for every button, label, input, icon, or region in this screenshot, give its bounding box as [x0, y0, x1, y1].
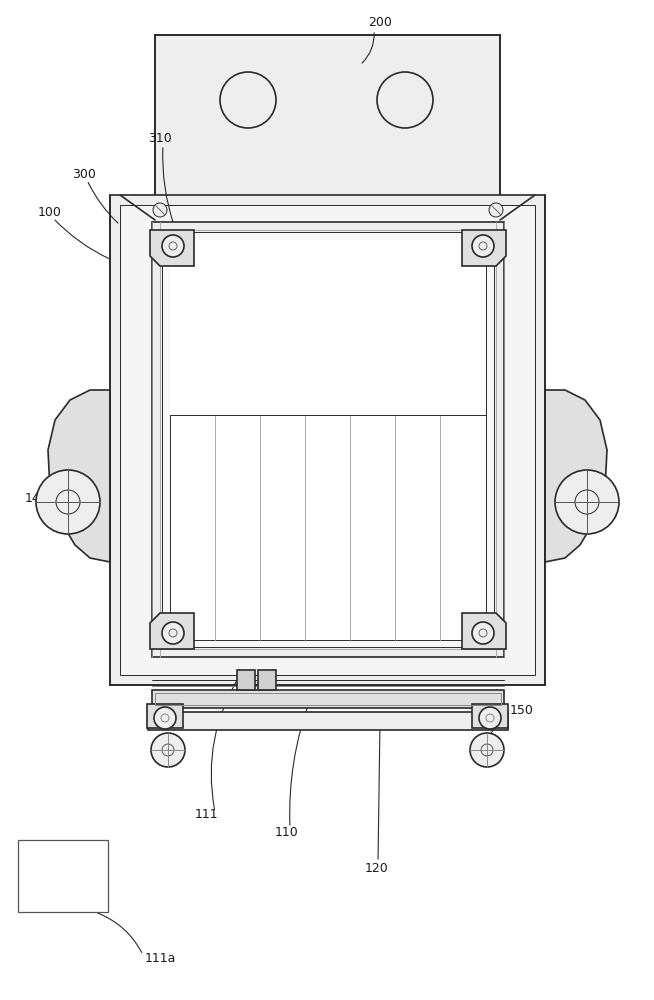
- Circle shape: [220, 72, 276, 128]
- Polygon shape: [48, 390, 110, 562]
- Text: 200: 200: [368, 15, 392, 28]
- Text: 140: 140: [25, 491, 49, 504]
- Text: 111: 111: [195, 808, 218, 822]
- Bar: [258, 670, 276, 690]
- Text: 110: 110: [275, 826, 299, 838]
- Circle shape: [479, 707, 501, 729]
- Text: 120: 120: [365, 861, 388, 874]
- Bar: [155, 693, 501, 705]
- Bar: [237, 670, 255, 690]
- Text: 310: 310: [148, 131, 172, 144]
- Bar: [170, 240, 486, 415]
- Text: 311: 311: [310, 334, 334, 347]
- Bar: [18, 840, 108, 912]
- Text: 150: 150: [510, 704, 534, 716]
- Bar: [472, 704, 508, 728]
- Bar: [152, 690, 504, 708]
- Bar: [152, 222, 504, 657]
- Circle shape: [377, 72, 433, 128]
- Polygon shape: [545, 390, 607, 562]
- Bar: [170, 240, 486, 640]
- Polygon shape: [150, 613, 194, 649]
- Circle shape: [154, 707, 176, 729]
- Polygon shape: [462, 230, 506, 266]
- Circle shape: [162, 622, 184, 644]
- Text: 100: 100: [38, 207, 62, 220]
- Circle shape: [162, 235, 184, 257]
- Bar: [162, 232, 494, 647]
- Circle shape: [489, 203, 503, 217]
- Circle shape: [470, 733, 504, 767]
- Bar: [120, 205, 535, 675]
- Circle shape: [151, 733, 185, 767]
- Bar: [110, 195, 545, 685]
- Polygon shape: [462, 613, 506, 649]
- Polygon shape: [150, 230, 194, 266]
- Circle shape: [153, 203, 167, 217]
- Bar: [147, 704, 183, 728]
- Text: 300: 300: [72, 168, 96, 182]
- Text: 111a: 111a: [145, 952, 177, 964]
- Circle shape: [472, 235, 494, 257]
- Circle shape: [472, 622, 494, 644]
- Bar: [155, 35, 500, 220]
- Circle shape: [555, 470, 619, 534]
- Bar: [148, 712, 508, 730]
- Circle shape: [36, 470, 100, 534]
